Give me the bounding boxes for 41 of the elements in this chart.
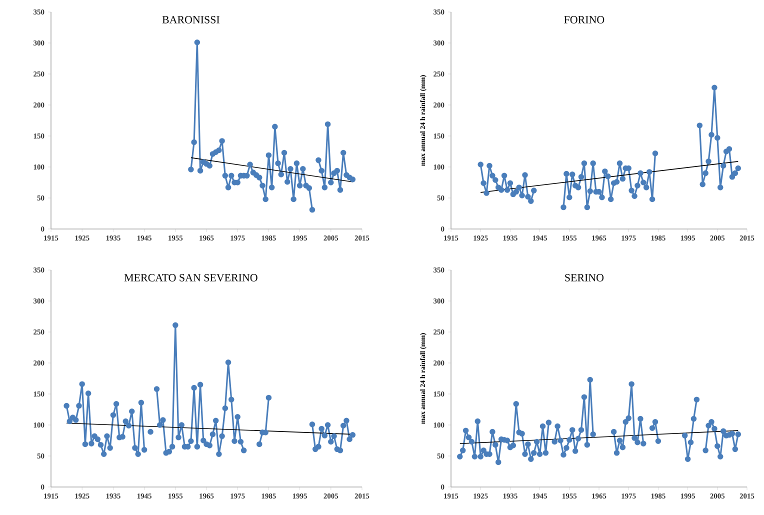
point bbox=[222, 172, 228, 179]
point bbox=[294, 160, 300, 166]
point bbox=[275, 160, 281, 166]
point bbox=[206, 162, 213, 169]
point bbox=[322, 184, 328, 190]
point bbox=[197, 168, 204, 174]
point bbox=[191, 139, 197, 146]
point bbox=[256, 174, 262, 180]
point bbox=[284, 178, 290, 185]
point bbox=[306, 185, 312, 191]
point bbox=[219, 138, 225, 144]
point bbox=[266, 152, 272, 158]
point bbox=[350, 176, 356, 182]
point bbox=[296, 182, 303, 188]
point bbox=[268, 184, 275, 190]
chart-title: FORINO bbox=[564, 16, 604, 24]
chart-title: BARONISSI bbox=[162, 16, 220, 24]
point bbox=[328, 180, 334, 186]
chart-title: SERINO bbox=[565, 274, 604, 282]
point bbox=[324, 121, 331, 128]
chart-title: MERCATO SAN SEVERINO bbox=[124, 274, 258, 282]
point bbox=[290, 196, 296, 202]
point bbox=[340, 150, 346, 156]
point bbox=[337, 187, 344, 193]
point bbox=[188, 166, 194, 172]
point bbox=[260, 182, 266, 188]
point bbox=[216, 147, 222, 154]
point bbox=[272, 124, 278, 130]
point bbox=[281, 150, 288, 156]
point bbox=[300, 166, 306, 172]
point bbox=[262, 196, 268, 202]
point bbox=[228, 172, 234, 179]
point bbox=[278, 172, 284, 178]
point bbox=[309, 206, 316, 213]
point bbox=[194, 39, 200, 46]
point bbox=[334, 168, 340, 174]
point bbox=[225, 184, 232, 190]
point bbox=[318, 168, 324, 174]
point bbox=[316, 157, 322, 164]
point bbox=[247, 162, 253, 168]
point bbox=[288, 166, 294, 172]
